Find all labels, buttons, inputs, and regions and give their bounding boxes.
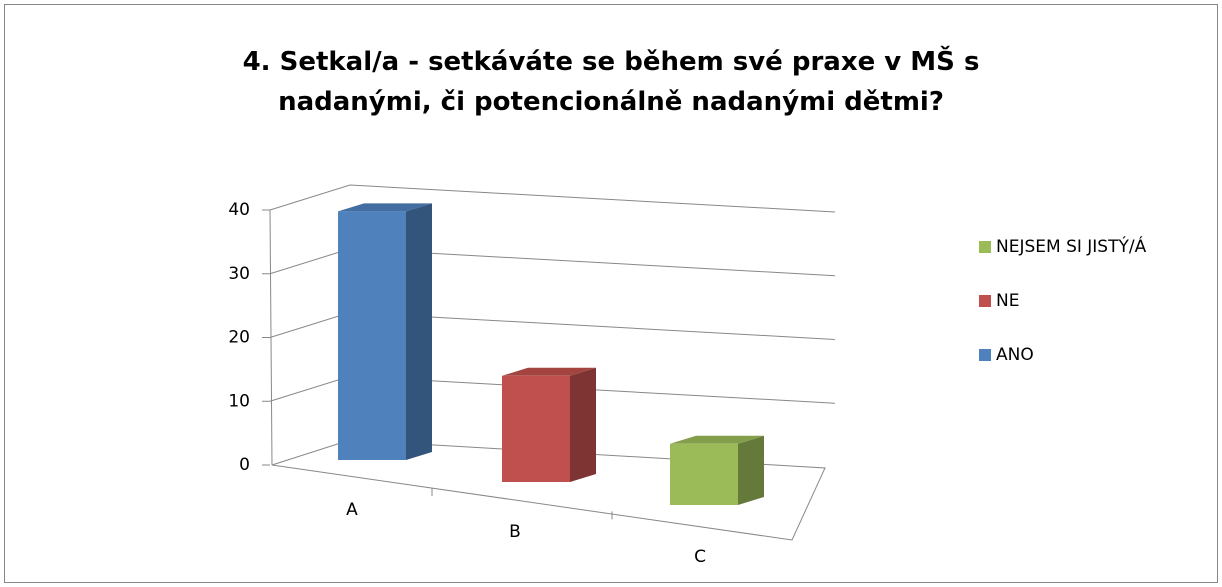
y-tick-label: 0 xyxy=(239,455,250,475)
bar-side xyxy=(738,435,764,505)
floor xyxy=(271,439,826,541)
y-tick-label: 40 xyxy=(228,200,250,220)
bar-top xyxy=(338,203,432,212)
x-tick-label: B xyxy=(509,522,521,542)
y-tick-label: 20 xyxy=(228,328,250,348)
legend-swatch xyxy=(979,295,991,307)
bar xyxy=(338,203,432,460)
chart-border xyxy=(4,4,1218,583)
grid-line xyxy=(269,184,836,213)
legend-label: ANO xyxy=(996,345,1034,365)
legend-swatch xyxy=(979,349,991,361)
legend-swatch xyxy=(979,241,991,253)
bar-front xyxy=(502,375,570,482)
bar-front xyxy=(338,211,406,460)
x-tick-label: C xyxy=(694,547,706,567)
bar-top xyxy=(670,435,764,444)
legend-label: NE xyxy=(996,291,1019,311)
bar xyxy=(670,435,764,505)
bar xyxy=(502,367,596,482)
bar-top xyxy=(502,367,596,376)
y-tick-label: 30 xyxy=(228,264,250,284)
chart-title: 4. Setkal/a - setkáváte se během své pra… xyxy=(242,47,980,117)
bar-front xyxy=(670,443,738,505)
bar-side xyxy=(406,203,432,460)
y-tick-label: 10 xyxy=(228,391,250,411)
bar-side xyxy=(570,367,596,482)
x-tick-label: A xyxy=(346,500,358,520)
legend-label: NEJSEM SI JISTÝ/Á xyxy=(996,235,1147,257)
